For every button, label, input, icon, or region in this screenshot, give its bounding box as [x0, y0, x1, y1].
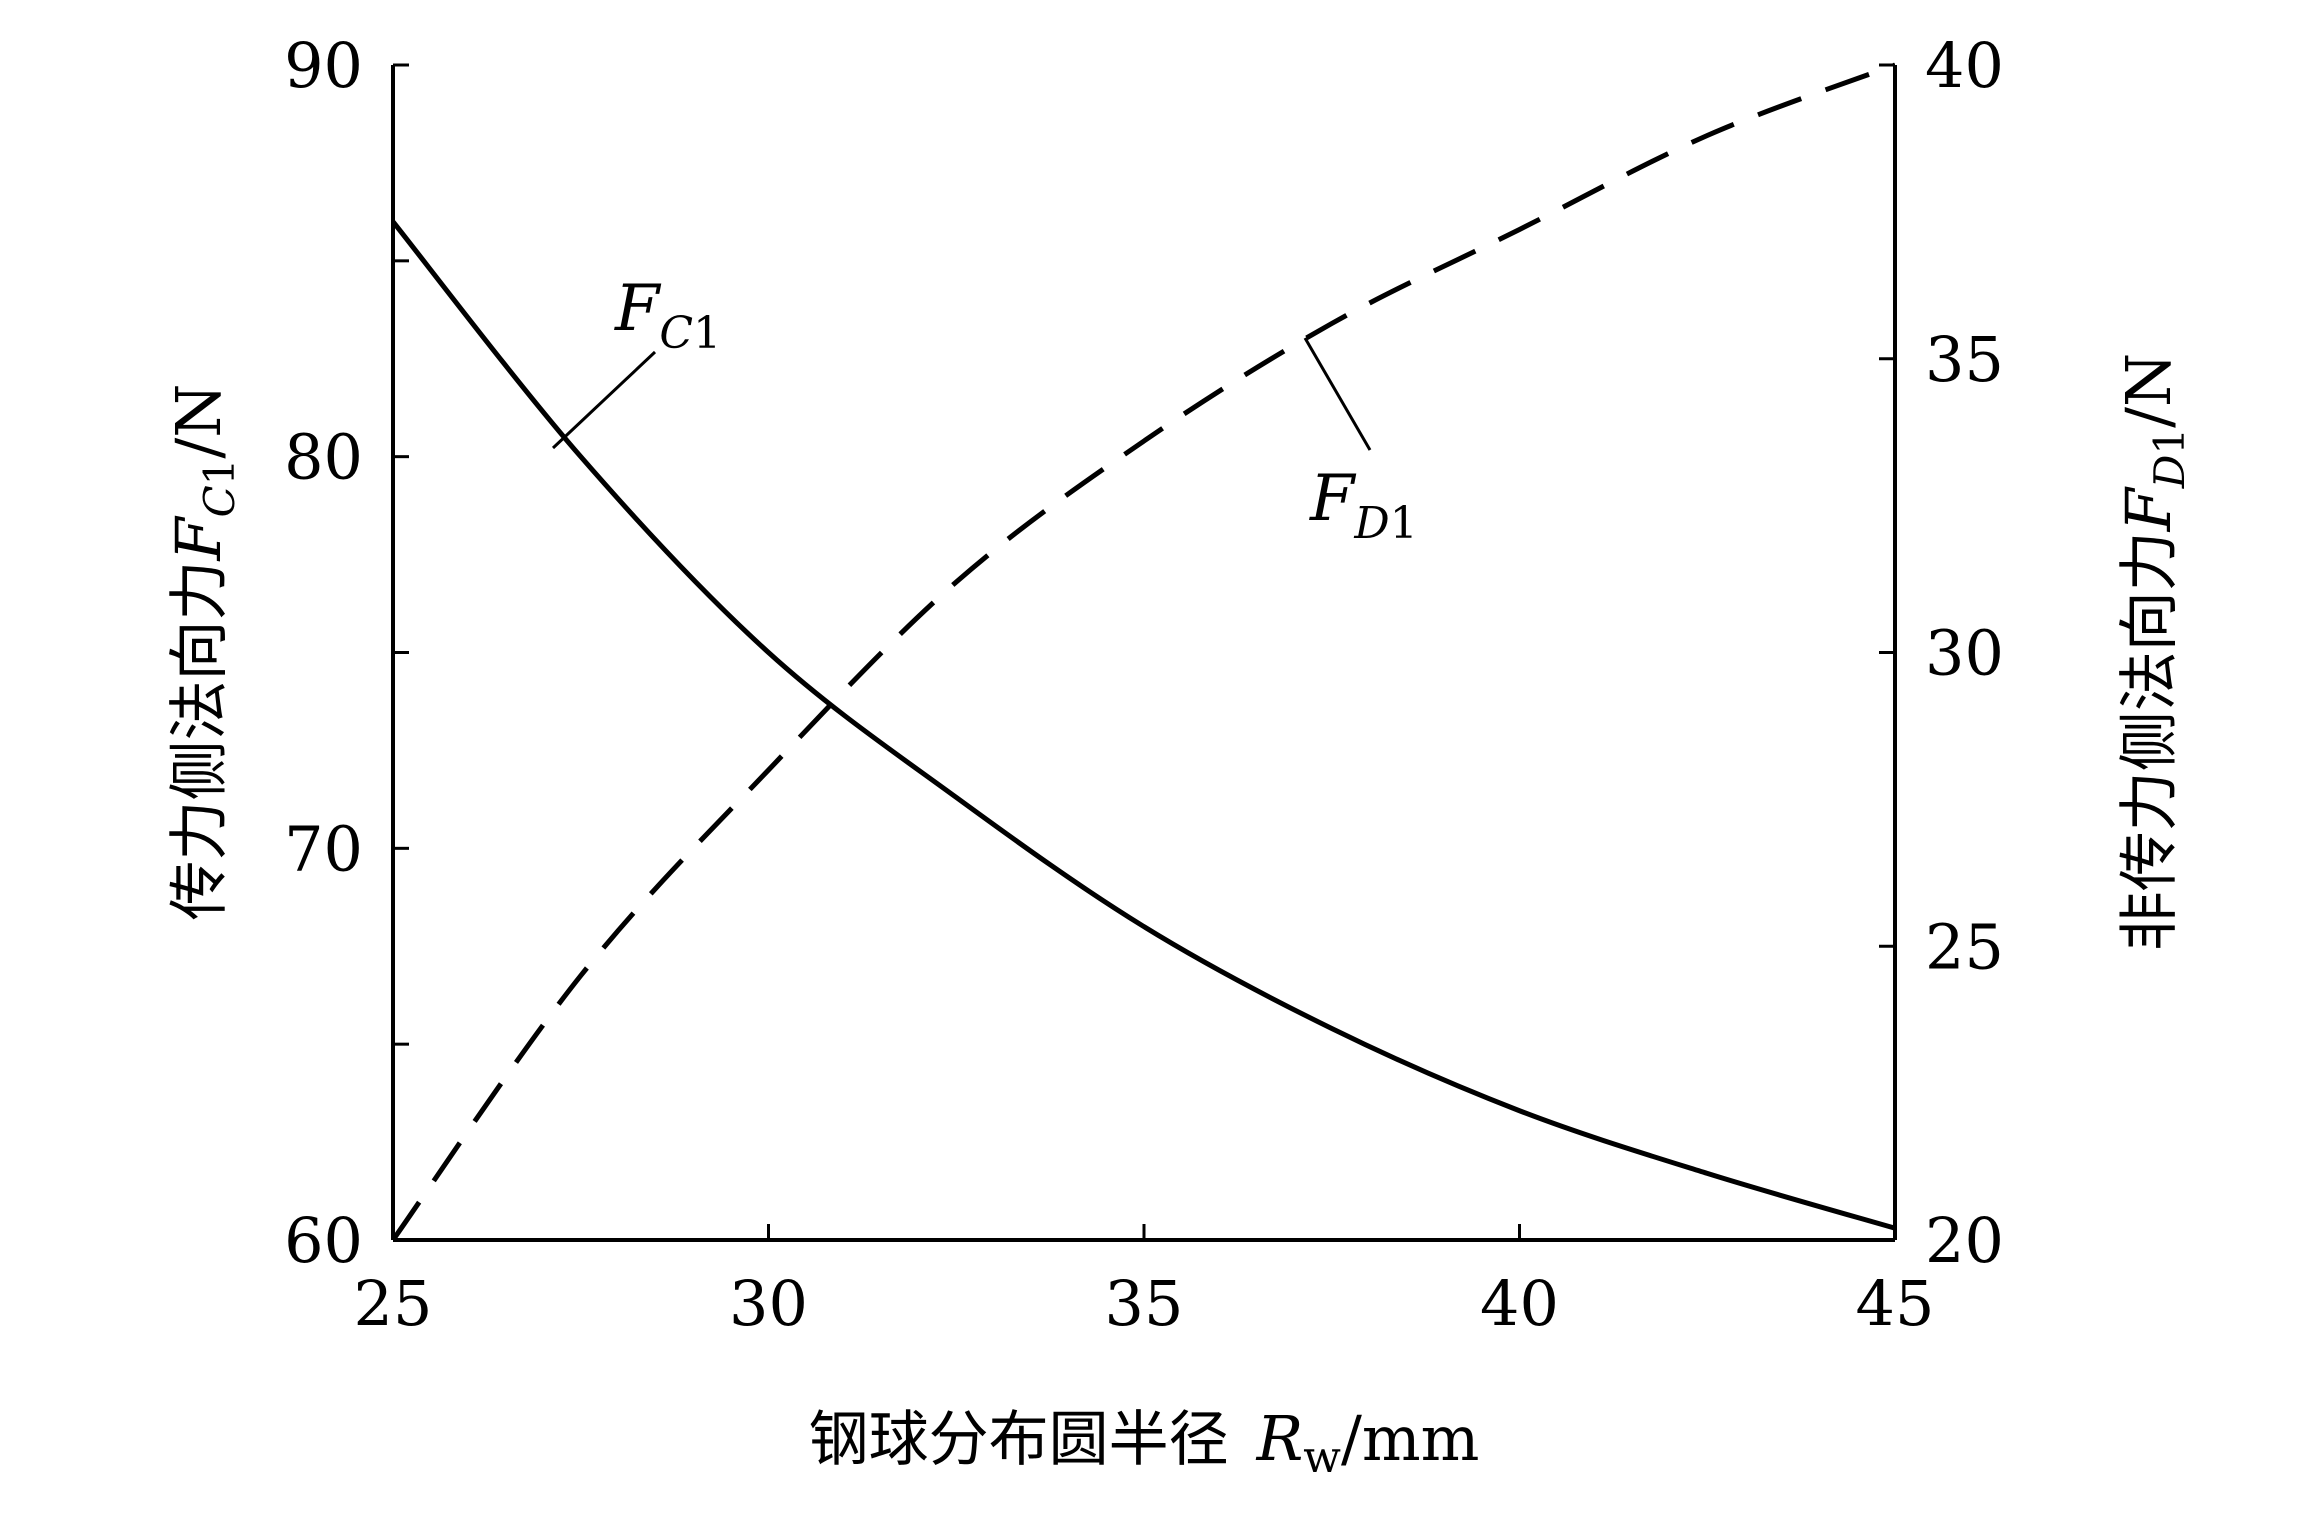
y-left-axis-label: 传力侧法向力FC1/N	[162, 383, 244, 920]
y-right-tick-label: 25	[1925, 910, 2004, 983]
axes	[391, 65, 1897, 1242]
y-left-tick-label: 70	[284, 812, 363, 885]
y-right-tick-label: 20	[1925, 1204, 2004, 1277]
y-left-tick-label: 90	[284, 29, 363, 102]
x-axis-label: 钢球分布圆半径 Rw/mm	[809, 1402, 1480, 1483]
x-tick-label: 45	[1856, 1267, 1935, 1340]
y-right-tick-label: 30	[1925, 617, 2004, 690]
y-left-tick-label: 80	[284, 421, 363, 494]
y-left-tick-label: 60	[284, 1204, 363, 1277]
fd1-label-leader	[1303, 337, 1372, 451]
x-tick-label: 25	[354, 1267, 433, 1340]
x-tick-label: 30	[729, 1267, 808, 1340]
fc1-label-leader	[551, 350, 657, 450]
series-line-fc1	[391, 220, 1896, 1231]
series-line-fd1	[390, 62, 1896, 1242]
series-label-fd1: FD1	[1309, 462, 1418, 549]
y-left-ticks: 60 70 80 90	[284, 29, 409, 1277]
x-tick-label: 35	[1105, 1267, 1184, 1340]
y-right-tick-label: 40	[1925, 29, 2004, 102]
x-ticks: 25 30 35 40 45	[354, 1224, 1935, 1340]
series-label-fc1: FC1	[614, 272, 721, 359]
y-right-axis-label: 非传力侧法向力FD1/N	[2112, 353, 2194, 952]
x-tick-label: 40	[1480, 1267, 1559, 1340]
y-right-tick-label: 35	[1925, 323, 2004, 396]
y-right-ticks: 20 25 30 35 40	[1879, 29, 2004, 1277]
